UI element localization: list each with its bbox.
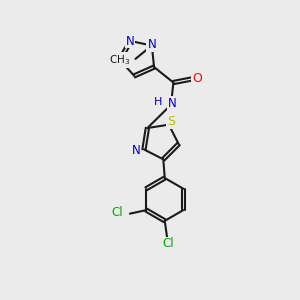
Text: N: N bbox=[168, 97, 177, 110]
Text: CH$_3$: CH$_3$ bbox=[109, 53, 130, 67]
Text: N: N bbox=[126, 34, 134, 47]
Text: N: N bbox=[147, 38, 156, 51]
Text: Cl: Cl bbox=[163, 238, 174, 250]
Text: Cl: Cl bbox=[112, 206, 123, 219]
Text: S: S bbox=[167, 115, 175, 128]
Text: O: O bbox=[192, 72, 202, 85]
Text: H: H bbox=[154, 98, 163, 107]
Text: N: N bbox=[132, 144, 140, 158]
